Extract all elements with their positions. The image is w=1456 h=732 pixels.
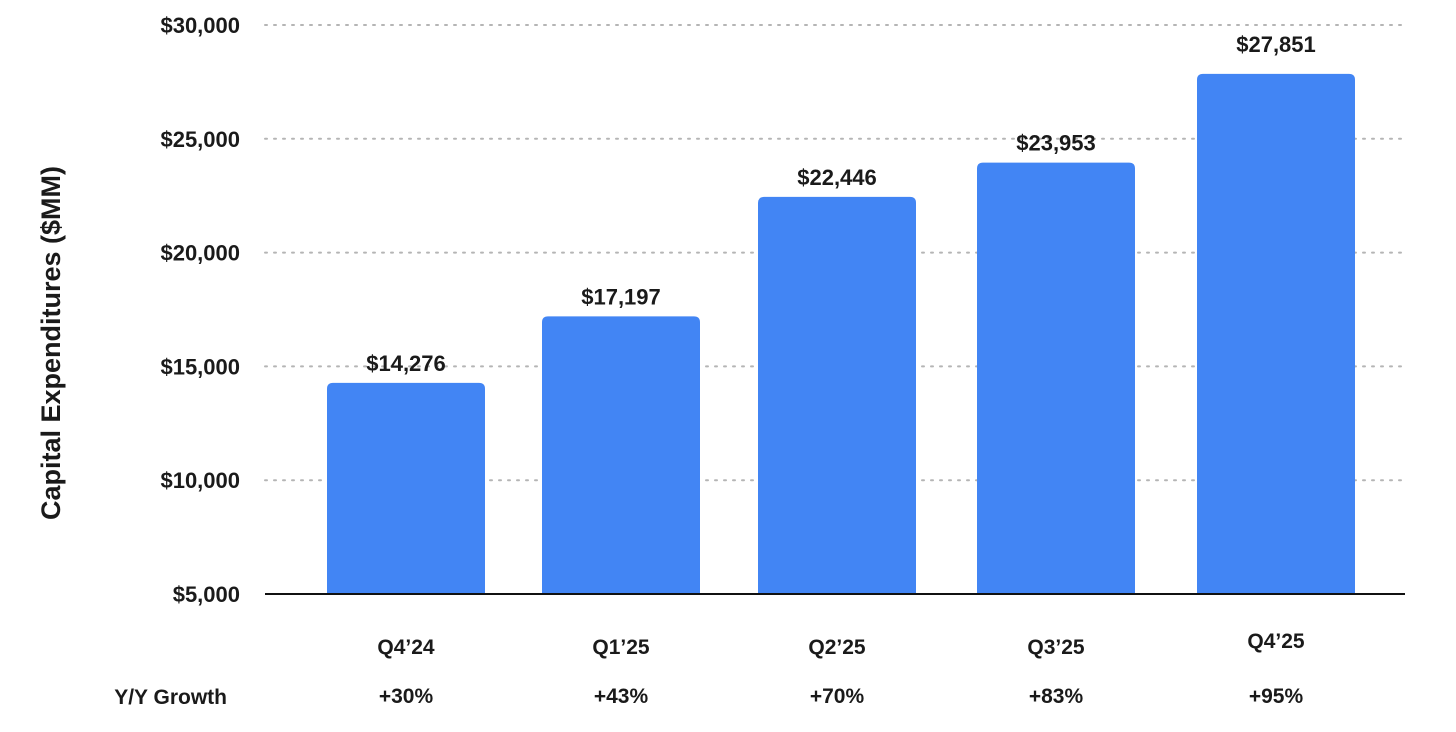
x-tick-label: Q1’25: [592, 636, 650, 659]
y-tick-label: $5,000: [173, 582, 240, 607]
bar: [542, 316, 700, 594]
bar: [1197, 73, 1355, 594]
bar-value-label: $17,197: [581, 284, 661, 309]
growth-value: +95%: [1249, 685, 1304, 708]
bar: [758, 196, 916, 594]
growth-value: +43%: [594, 685, 649, 708]
y-axis-label: Capital Expenditures ($MM): [36, 166, 66, 520]
growth-value: +70%: [810, 685, 865, 708]
bar-value-label: $23,953: [1016, 131, 1096, 156]
bar-value-label: $27,851: [1236, 32, 1316, 57]
x-tick-label: Q2’25: [808, 636, 866, 659]
bar-value-label: $14,276: [366, 351, 446, 376]
y-tick-label: $30,000: [160, 13, 240, 38]
y-tick-label: $15,000: [160, 354, 240, 379]
bar: [327, 382, 485, 594]
x-tick-label: Q4’24: [377, 636, 435, 659]
bar-value-label: $22,446: [797, 165, 877, 190]
growth-value: +30%: [379, 685, 434, 708]
x-tick-label: Q3’25: [1027, 636, 1085, 659]
growth-value: +83%: [1029, 685, 1084, 708]
y-tick-label: $25,000: [160, 127, 240, 152]
y-tick-label: $20,000: [160, 241, 240, 266]
growth-row-label: Y/Y Growth: [114, 686, 227, 709]
y-tick-label: $10,000: [160, 468, 240, 493]
x-tick-label: Q4’25: [1247, 630, 1305, 653]
bar: [977, 162, 1135, 595]
